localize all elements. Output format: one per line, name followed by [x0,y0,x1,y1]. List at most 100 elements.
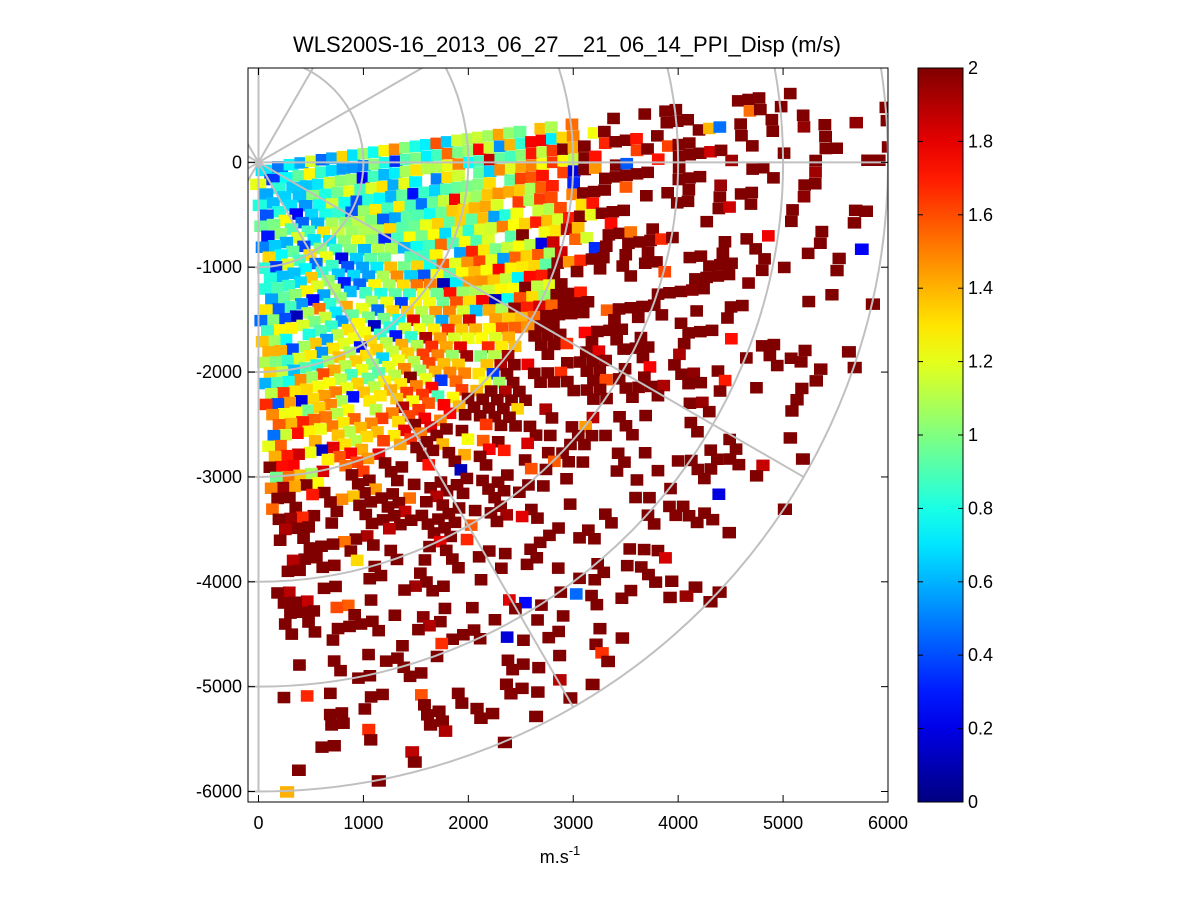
ppi-cell [378,144,392,157]
ppi-cell [398,322,412,335]
ppi-cell [537,480,550,492]
ppi-cell [407,478,421,491]
ppi-cell [405,746,420,758]
ppi-cell [530,552,544,564]
ppi-cell [536,169,549,182]
ppi-cell [519,596,532,609]
ppi-cell [697,282,710,295]
ppi-cell [343,346,357,359]
ppi-cell [795,453,810,465]
ppi-cell [345,226,359,238]
ppi-cell [365,182,379,194]
ppi-cell [758,253,771,265]
ppi-cell [598,184,611,196]
ppi-cell [334,664,347,677]
ppi-cell [263,367,277,379]
ppi-cell [302,616,315,628]
ppi-cell [304,208,319,221]
ppi-cell [477,244,491,256]
ppi-cell [368,146,382,158]
ppi-cell [259,304,273,316]
ppi-cell [395,338,409,351]
ppi-cell [740,352,753,364]
ppi-cell [505,394,518,406]
ppi-cell [294,395,308,407]
ppi-cell [335,395,349,407]
ppi-cell [306,189,320,202]
y-tick-label: -2000 [196,362,242,382]
ppi-cell [272,324,286,336]
ppi-cell [588,242,602,254]
ppi-cell [541,329,554,341]
ppi-cell [523,270,537,283]
ppi-cell [301,404,314,416]
x-axis: 0 1000 2000 3000 4000 5000 6000 [253,68,908,833]
ppi-cell [278,618,292,630]
ppi-cell [270,377,283,389]
ppi-cell [665,575,679,587]
ppi-cell [672,150,686,162]
ppi-cell [430,137,444,150]
ppi-cell [504,174,518,186]
ppi-cell [367,381,381,393]
ppi-cell [663,500,676,513]
ppi-cell [415,689,428,701]
ppi-cell [497,444,511,457]
ppi-cell [349,355,363,367]
ppi-cell [531,686,545,698]
ppi-cell [482,130,496,142]
ppi-cell [323,177,337,189]
ppi-cell [615,592,629,604]
ppi-cell [339,300,353,313]
ppi-cell [391,474,404,487]
ppi-cell [407,188,421,200]
ppi-cell [517,634,530,646]
ppi-cell [389,167,402,179]
ppi-cell [315,154,330,166]
polar-spoke [257,68,315,163]
ppi-cell [502,312,515,325]
ppi-cell [489,332,502,344]
ppi-cell [460,533,474,546]
ppi-cell [483,165,497,178]
ppi-cell [524,239,537,251]
ppi-cell [504,688,518,700]
ppi-cell [443,305,456,318]
ppi-cell [409,297,422,309]
ppi-cell [499,273,513,285]
ppi-cell [280,449,294,462]
ppi-cell [306,488,319,501]
ppi-cell [673,348,686,361]
ppi-cell [327,655,341,667]
ppi-cell [321,355,335,368]
ppi-cell [553,674,567,686]
ppi-cell [435,715,449,727]
ppi-cell [364,496,378,508]
ppi-cell [404,251,418,263]
ppi-cell [770,359,784,372]
ppi-cell [417,250,431,262]
ppi-cell [599,172,612,185]
ppi-cell [439,341,453,353]
ppi-cell [364,214,378,227]
ppi-cell [624,584,638,597]
ppi-cell [293,276,307,288]
ppi-cell [333,450,346,463]
ppi-cell [394,297,408,309]
ppi-cell [514,172,528,185]
ppi-cell [659,552,672,564]
ppi-cell [490,394,504,406]
ppi-cell [480,264,494,277]
ppi-cell [282,279,296,292]
ppi-cell [524,543,537,555]
ppi-cell [674,317,688,329]
ppi-cell [506,376,520,389]
ppi-cell [460,350,474,362]
ppi-cell [418,554,432,566]
ppi-cell [313,242,327,255]
ppi-cell [481,341,495,353]
ppi-cell [292,254,306,266]
ppi-cell [547,376,561,388]
ppi-cell [602,229,616,241]
ppi-cell [373,390,387,402]
